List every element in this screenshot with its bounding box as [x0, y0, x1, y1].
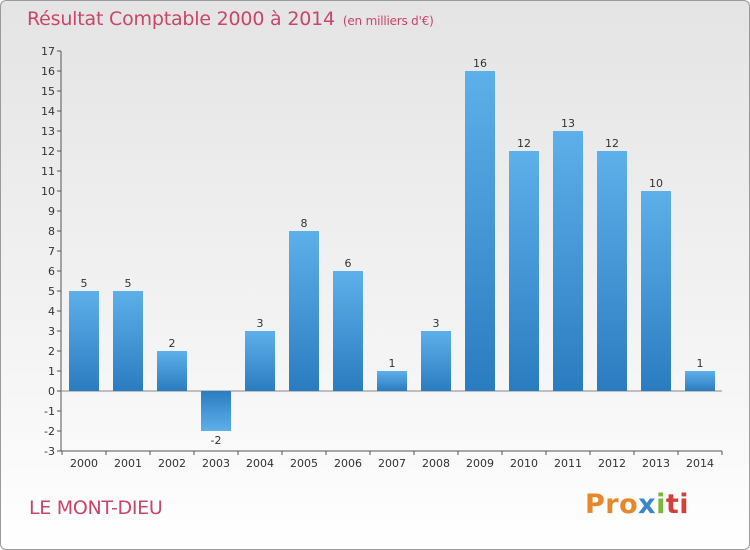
y-tick-label: -1: [44, 405, 55, 418]
x-tick-label-2001: 2001: [114, 457, 142, 470]
y-tick-label: 7: [48, 245, 55, 258]
data-label-2014: 1: [697, 357, 704, 370]
bar-2009: [465, 71, 495, 391]
bar-2000: [69, 291, 99, 391]
x-tick-label-2005: 2005: [290, 457, 318, 470]
bar-2005: [289, 231, 319, 391]
x-tick-label-2009: 2009: [466, 457, 494, 470]
data-label-2010: 12: [517, 137, 531, 150]
x-tick-label-2012: 2012: [598, 457, 626, 470]
y-tick-label: 13: [41, 125, 55, 138]
bar-2004: [245, 331, 275, 391]
x-tick-label-2004: 2004: [246, 457, 274, 470]
bar-2001: [113, 291, 143, 391]
bar-2008: [421, 331, 451, 391]
x-tick-label-2000: 2000: [70, 457, 98, 470]
x-tick-label-2002: 2002: [158, 457, 186, 470]
data-label-2007: 1: [389, 357, 396, 370]
y-tick-label: 2: [48, 345, 55, 358]
y-tick-label: 3: [48, 325, 55, 338]
x-tick-label-2013: 2013: [642, 457, 670, 470]
data-label-2002: 2: [169, 337, 176, 350]
x-tick-label-2008: 2008: [422, 457, 450, 470]
data-label-2013: 10: [649, 177, 663, 190]
y-tick-label: 4: [48, 305, 55, 318]
y-tick-label: 15: [41, 85, 55, 98]
y-tick-label: 9: [48, 205, 55, 218]
y-tick-label: 5: [48, 285, 55, 298]
y-tick-label: 6: [48, 265, 55, 278]
chart-subtitle: (en milliers d'€): [342, 14, 434, 28]
data-label-2012: 12: [605, 137, 619, 150]
y-tick-label: 11: [41, 165, 55, 178]
y-tick-label: -3: [44, 445, 55, 458]
x-tick-label-2007: 2007: [378, 457, 406, 470]
labels: 2000 5 2001 5 2002 2 2003 -2 2004 3 2005 8 2006 6 2007…: [70, 57, 714, 470]
chart-title: Résultat Comptable 2000 à 2014 (en millie…: [27, 8, 434, 30]
bar-2003: [201, 391, 231, 431]
data-label-2005: 8: [301, 217, 308, 230]
x-tick-label-2003: 2003: [202, 457, 230, 470]
bar-2012: [597, 151, 627, 391]
bar-2011: [553, 131, 583, 391]
bar-2002: [157, 351, 187, 391]
x-tick-label-2014: 2014: [686, 457, 714, 470]
y-tick-label: 0: [48, 385, 55, 398]
bar-2006: [333, 271, 363, 391]
bars: [69, 71, 715, 431]
data-label-2009: 16: [473, 57, 487, 70]
y-tick-label: -2: [44, 425, 55, 438]
y-tick-label: 12: [41, 145, 55, 158]
bar-2007: [377, 371, 407, 391]
data-label-2004: 3: [257, 317, 264, 330]
x-tick-label-2011: 2011: [554, 457, 582, 470]
y-tick-label: 14: [41, 105, 55, 118]
bar-2013: [641, 191, 671, 391]
y-tick-label: 17: [41, 45, 55, 58]
x-tick-label-2010: 2010: [510, 457, 538, 470]
bar-2010: [509, 151, 539, 391]
data-label-2011: 13: [561, 117, 575, 130]
data-label-2001: 5: [125, 277, 132, 290]
x-tick-label-2006: 2006: [334, 457, 362, 470]
bar-2014: [685, 371, 715, 391]
place-name: LE MONT-DIEU: [29, 497, 163, 519]
proxiti-logo[interactable]: Proxiti: [585, 489, 690, 520]
y-tick-label: 10: [41, 185, 55, 198]
y-tick-label: 16: [41, 65, 55, 78]
y-tick-label: 1: [48, 365, 55, 378]
y-tick-label: 8: [48, 225, 55, 238]
data-label-2003: -2: [211, 434, 222, 447]
data-label-2000: 5: [81, 277, 88, 290]
data-label-2006: 6: [345, 257, 352, 270]
data-label-2008: 3: [433, 317, 440, 330]
